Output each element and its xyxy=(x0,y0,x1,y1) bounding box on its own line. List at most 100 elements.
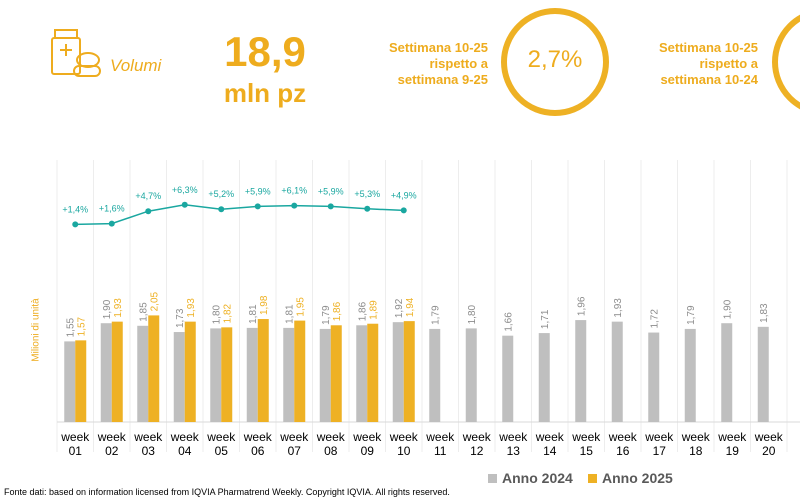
bar-value-label: 1,93 xyxy=(113,298,124,318)
bar-value-label: 1,71 xyxy=(540,309,551,329)
bar-value-label: 2,05 xyxy=(149,291,160,311)
bar xyxy=(648,332,660,422)
x-tick-label: week 07 xyxy=(280,430,309,458)
growth-point xyxy=(181,201,188,208)
bar xyxy=(294,320,306,422)
legend-swatch xyxy=(488,474,497,483)
bar-value-label: 1,83 xyxy=(759,303,770,323)
kpi-label: Volumi xyxy=(110,56,162,75)
legend-item: Anno 2025 xyxy=(588,470,673,486)
x-tick-label: week 06 xyxy=(243,430,272,458)
bar-value-label: 1,93 xyxy=(613,298,624,318)
bar-value-label: 1,86 xyxy=(332,301,343,321)
legend-label: Anno 2024 xyxy=(502,470,573,486)
comparison-text: Settimana 10-25 xyxy=(659,40,758,55)
bar xyxy=(210,328,222,422)
bar-value-label: 1,81 xyxy=(284,304,295,324)
bar-value-label: 1,96 xyxy=(576,296,587,316)
bar xyxy=(721,323,733,422)
x-tick-label: week 03 xyxy=(134,430,163,458)
bar-value-label: 1,72 xyxy=(649,309,660,329)
bar xyxy=(257,319,269,422)
bar xyxy=(330,325,342,422)
growth-point xyxy=(327,203,334,210)
comparison-text: rispetto a xyxy=(429,56,488,71)
y-axis-label: Milioni di unità xyxy=(31,298,42,362)
bar-value-label: 1,80 xyxy=(211,304,222,324)
bar xyxy=(367,323,379,422)
x-tick-label: week 08 xyxy=(316,430,345,458)
x-tick-label: week 19 xyxy=(718,430,747,458)
comparison-text: settimana 9-25 xyxy=(397,72,488,87)
x-tick-label: week 09 xyxy=(353,430,382,458)
x-tick-label: week 16 xyxy=(608,430,637,458)
x-tick-label: week 11 xyxy=(426,430,455,458)
growth-line xyxy=(75,204,404,226)
bar-value-label: 1,66 xyxy=(503,312,514,332)
kpi-value: 18,9 xyxy=(224,28,306,75)
bar xyxy=(403,321,415,422)
growth-point xyxy=(291,202,298,209)
bar xyxy=(684,328,696,422)
bar-value-label: 1,93 xyxy=(186,298,197,318)
bar-value-label: 1,86 xyxy=(357,301,368,321)
legend-swatch xyxy=(588,474,597,483)
bar-value-label: 1,98 xyxy=(259,295,270,315)
growth-point xyxy=(72,221,79,228)
bar xyxy=(319,328,331,422)
growth-label: +6,3% xyxy=(172,185,198,195)
x-tick-label: week 02 xyxy=(97,430,126,458)
source-note: Fonte dati: based on information license… xyxy=(4,487,450,497)
kpi-circle xyxy=(772,14,800,110)
bar xyxy=(64,341,76,422)
bar-value-label: 1,79 xyxy=(321,305,332,325)
bar xyxy=(502,335,514,422)
legend-label: Anno 2025 xyxy=(602,470,673,486)
bar-value-label: 1,90 xyxy=(722,299,733,319)
bar xyxy=(184,321,196,422)
growth-label: +4,7% xyxy=(135,191,161,201)
growth-label: +5,9% xyxy=(245,186,271,196)
comparison-text: Settimana 10-25 xyxy=(389,40,488,55)
comparison-text: settimana 10-24 xyxy=(660,72,758,87)
growth-label: +4,9% xyxy=(391,190,417,200)
growth-label: +1,4% xyxy=(62,204,88,214)
bar xyxy=(75,340,87,422)
growth-point xyxy=(254,203,261,210)
x-tick-label: week 20 xyxy=(754,430,783,458)
bar xyxy=(356,325,368,422)
comparison-text: rispetto a xyxy=(699,56,758,71)
bar xyxy=(757,326,769,422)
bar-value-label: 1,90 xyxy=(102,299,113,319)
bar-value-label: 1,81 xyxy=(248,304,259,324)
growth-label: +5,9% xyxy=(318,186,344,196)
bar-value-label: 1,82 xyxy=(222,303,233,323)
kpi-unit: mln pz xyxy=(223,78,307,108)
bar xyxy=(221,327,233,422)
bar xyxy=(538,333,550,422)
growth-label: +5,3% xyxy=(354,189,380,199)
bar-value-label: 1,95 xyxy=(295,297,306,317)
x-tick-label: week 13 xyxy=(499,430,528,458)
growth-point xyxy=(108,220,115,227)
bar xyxy=(575,320,587,422)
bar-value-label: 1,57 xyxy=(76,316,87,336)
x-tick-label: week 10 xyxy=(389,430,418,458)
x-tick-label: week 04 xyxy=(170,430,199,458)
x-tick-label: week 12 xyxy=(462,430,491,458)
bar xyxy=(173,332,185,422)
legend-item: Anno 2024 xyxy=(488,470,573,486)
pill-icon xyxy=(51,29,101,77)
bar-value-label: 1,79 xyxy=(686,305,697,325)
bar-value-label: 1,55 xyxy=(65,317,76,337)
x-tick-label: week 18 xyxy=(681,430,710,458)
bar-value-label: 1,85 xyxy=(138,302,149,322)
x-tick-label: week 15 xyxy=(572,430,601,458)
x-tick-label: week 14 xyxy=(535,430,564,458)
bar xyxy=(137,325,149,422)
growth-point xyxy=(218,206,225,213)
growth-point xyxy=(364,205,371,212)
bar-value-label: 1,92 xyxy=(394,298,405,318)
x-tick-label: week 01 xyxy=(61,430,90,458)
